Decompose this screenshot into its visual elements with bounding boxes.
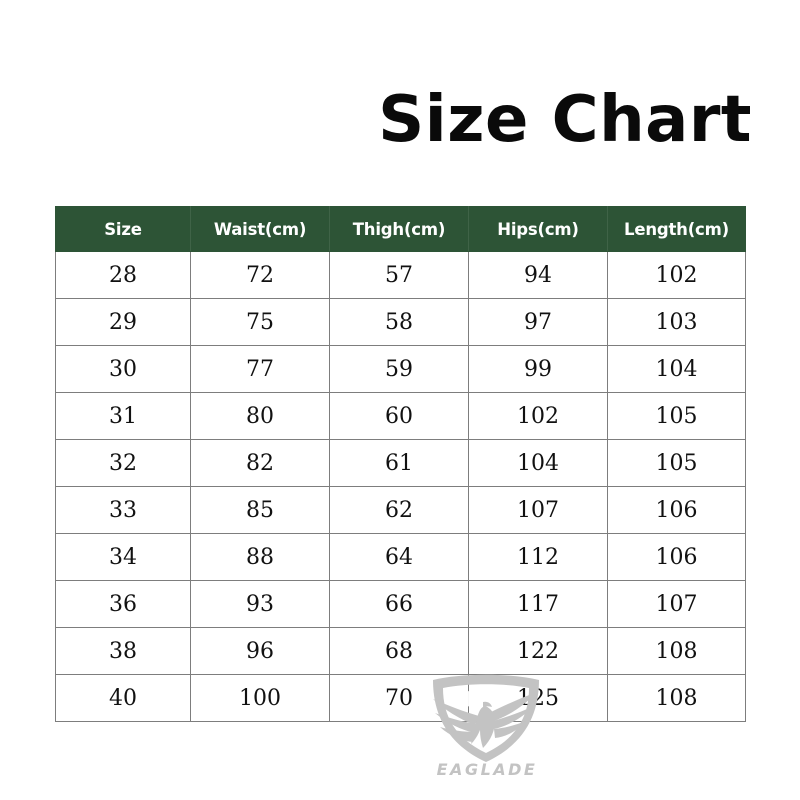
cell-thigh: 70 (329, 674, 469, 722)
cell-waist: 96 (190, 627, 330, 675)
cell-length: 107 (607, 580, 746, 628)
column-header-size: Size (55, 206, 191, 252)
cell-thigh: 68 (329, 627, 469, 675)
table-row: 33 85 62 107 106 (55, 486, 746, 534)
cell-thigh: 64 (329, 533, 469, 581)
cell-size: 38 (55, 627, 191, 675)
cell-thigh: 61 (329, 439, 469, 487)
cell-hips: 99 (468, 345, 608, 393)
cell-size: 34 (55, 533, 191, 581)
cell-waist: 80 (190, 392, 330, 440)
cell-waist: 93 (190, 580, 330, 628)
cell-size: 30 (55, 345, 191, 393)
size-table-body: 28 72 57 94 102 29 75 58 97 103 30 77 59 99 104 31 80 60 1… (55, 251, 746, 722)
column-header-hips: Hips(cm) (468, 206, 608, 252)
brand-wordmark: EAGLADE (436, 760, 538, 779)
cell-size: 40 (55, 674, 191, 722)
cell-hips: 102 (468, 392, 608, 440)
cell-hips: 94 (468, 251, 608, 299)
cell-waist: 100 (190, 674, 330, 722)
size-table-container: Size Waist(cm) Thigh(cm) Hips(cm) Length… (55, 206, 746, 722)
cell-length: 106 (607, 486, 746, 534)
cell-length: 103 (607, 298, 746, 346)
cell-thigh: 60 (329, 392, 469, 440)
table-row: 32 82 61 104 105 (55, 439, 746, 487)
cell-hips: 112 (468, 533, 608, 581)
column-header-waist: Waist(cm) (190, 206, 330, 252)
cell-length: 106 (607, 533, 746, 581)
cell-hips: 97 (468, 298, 608, 346)
cell-size: 28 (55, 251, 191, 299)
table-row: 38 96 68 122 108 (55, 627, 746, 675)
cell-length: 105 (607, 392, 746, 440)
cell-length: 105 (607, 439, 746, 487)
cell-thigh: 58 (329, 298, 469, 346)
cell-size: 31 (55, 392, 191, 440)
page-title: Size Chart (378, 83, 752, 157)
table-row: 36 93 66 117 107 (55, 580, 746, 628)
cell-thigh: 62 (329, 486, 469, 534)
table-row: 29 75 58 97 103 (55, 298, 746, 346)
table-row: 40 100 70 125 108 (55, 674, 746, 722)
cell-size: 36 (55, 580, 191, 628)
cell-size: 33 (55, 486, 191, 534)
cell-waist: 88 (190, 533, 330, 581)
cell-length: 104 (607, 345, 746, 393)
cell-waist: 75 (190, 298, 330, 346)
cell-length: 108 (607, 627, 746, 675)
cell-hips: 117 (468, 580, 608, 628)
cell-hips: 125 (468, 674, 608, 722)
table-row: 31 80 60 102 105 (55, 392, 746, 440)
cell-hips: 122 (468, 627, 608, 675)
cell-size: 32 (55, 439, 191, 487)
table-row: 34 88 64 112 106 (55, 533, 746, 581)
table-header-row: Size Waist(cm) Thigh(cm) Hips(cm) Length… (55, 206, 746, 252)
cell-hips: 107 (468, 486, 608, 534)
cell-waist: 72 (190, 251, 330, 299)
cell-size: 29 (55, 298, 191, 346)
column-header-thigh: Thigh(cm) (329, 206, 469, 252)
cell-length: 108 (607, 674, 746, 722)
size-table-header: Size Waist(cm) Thigh(cm) Hips(cm) Length… (55, 206, 746, 252)
size-table: Size Waist(cm) Thigh(cm) Hips(cm) Length… (55, 206, 746, 722)
cell-thigh: 59 (329, 345, 469, 393)
table-row: 30 77 59 99 104 (55, 345, 746, 393)
cell-waist: 77 (190, 345, 330, 393)
cell-waist: 85 (190, 486, 330, 534)
cell-thigh: 66 (329, 580, 469, 628)
cell-waist: 82 (190, 439, 330, 487)
cell-length: 102 (607, 251, 746, 299)
cell-thigh: 57 (329, 251, 469, 299)
table-row: 28 72 57 94 102 (55, 251, 746, 299)
cell-hips: 104 (468, 439, 608, 487)
column-header-length: Length(cm) (607, 206, 746, 252)
